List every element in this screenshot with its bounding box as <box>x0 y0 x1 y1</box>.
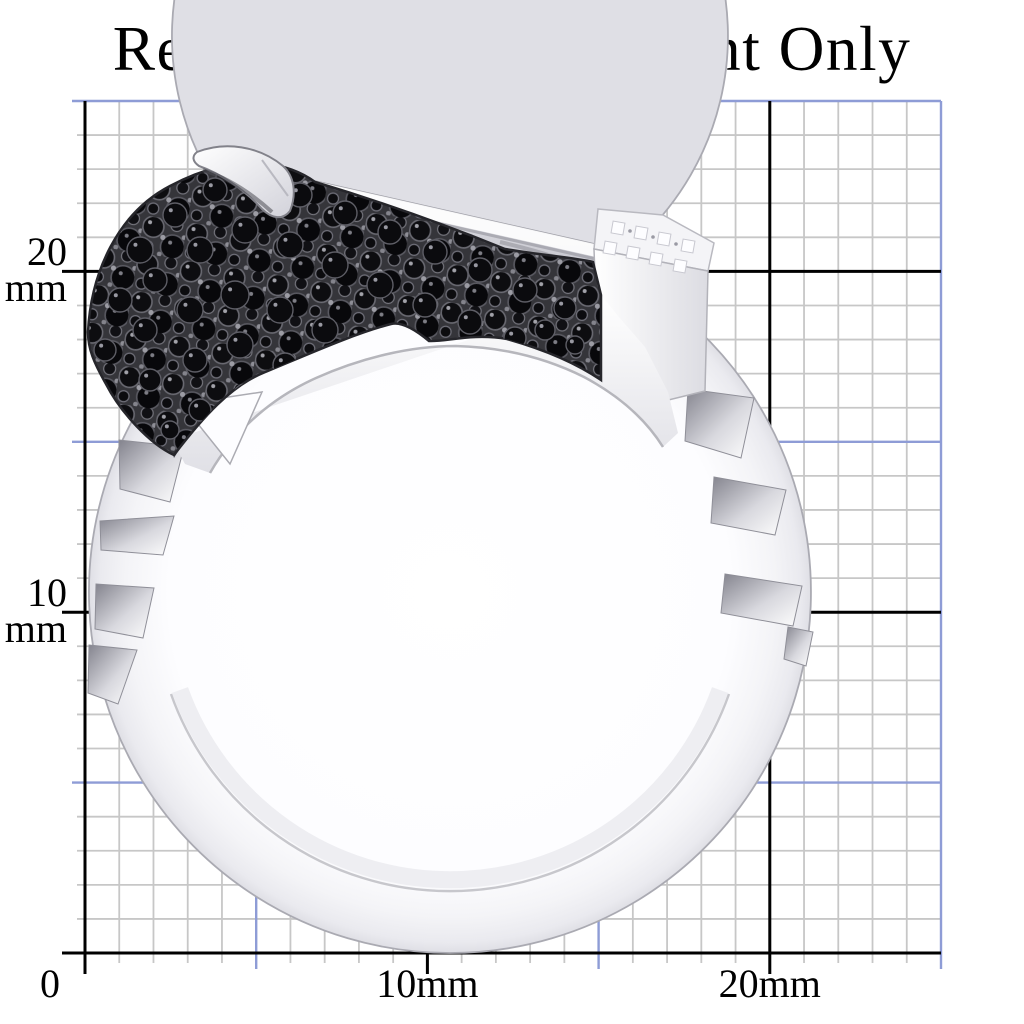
clear-stones <box>602 220 696 274</box>
y-axis-label: 10 mm <box>4 570 67 652</box>
ring-photo <box>86 0 814 954</box>
x-axis-label: 20mm <box>718 961 821 1006</box>
band-facets <box>87 388 814 705</box>
ring-claw <box>192 145 295 219</box>
x-axis-label: 10mm <box>376 961 479 1006</box>
y-axis-label: 20 mm <box>4 229 67 311</box>
ring-band <box>88 0 812 954</box>
x-axis-label: 0 <box>40 961 60 1006</box>
